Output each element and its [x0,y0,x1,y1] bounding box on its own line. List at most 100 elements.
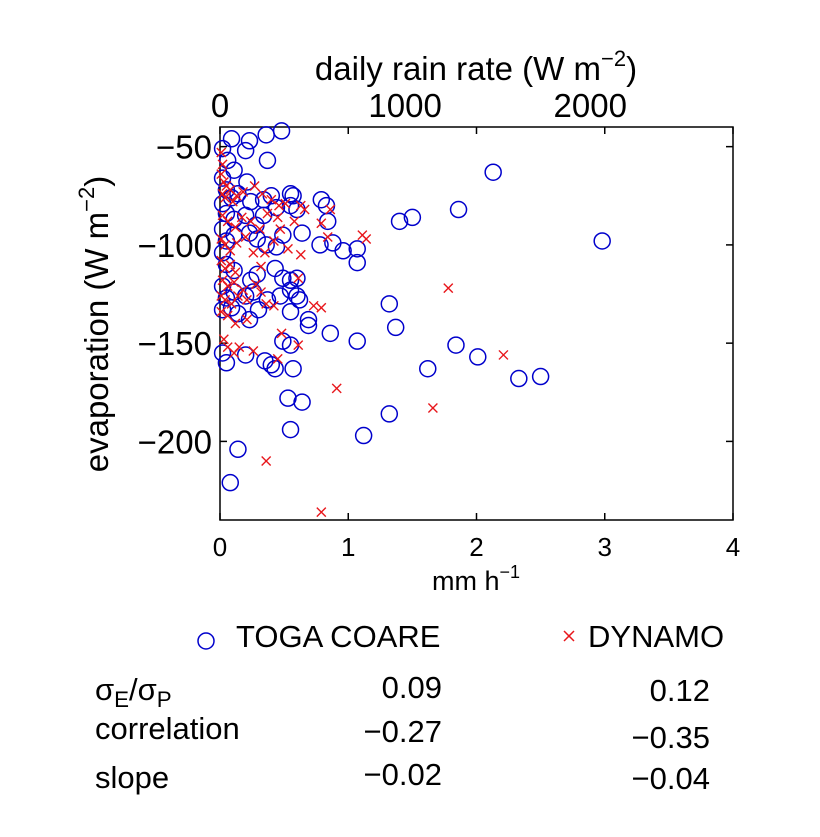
toga-coare-point [266,259,284,278]
dynamo-point [249,180,260,191]
stat-toga-sigma: 0.09 [381,670,442,705]
stat-toga-correlation: −0.27 [363,714,442,749]
dynamo-point [280,198,291,209]
dynamo-point [225,259,236,270]
dynamo-point [262,208,273,219]
dynamo-point [257,188,268,199]
x-axis-title: mm h−1 [432,562,520,596]
dynamo-point [248,247,259,258]
toga-coare-point [403,208,422,227]
plot-frame [219,126,734,521]
dynamo-point [216,306,227,317]
toga-coare-point [236,346,255,364]
toga-coare-point [257,126,275,144]
toga-coare-point [249,300,268,319]
dynamo-point [361,234,372,244]
dynamo-point [275,224,286,235]
dynamo-point [229,277,240,288]
dynamo-point [220,294,231,305]
toga-coare-point [213,194,232,213]
toga-coare-point [257,236,275,254]
dynamo-point [241,314,252,325]
dynamo-point [266,194,277,205]
toga-coare-point [447,336,465,354]
dynamo-point [217,159,228,170]
toga-coare-point [279,389,297,407]
toga-coare-point [272,122,291,140]
dynamo-point [272,212,283,223]
x-tick-label: 3 [598,532,612,562]
top-tick-label: 2000 [554,87,627,124]
toga-coare-point [281,281,300,299]
dynamo-point [234,342,245,353]
dynamo-point [261,456,272,467]
dynamo-point [222,310,233,321]
toga-coare-point [284,359,302,378]
toga-coare-point [593,232,611,250]
dynamo-point [220,263,231,274]
toga-coare-point [236,141,255,160]
dynamo-point [225,245,236,256]
dynamo-point [316,302,327,313]
dynamo-point [250,279,261,290]
dynamo-point [282,243,293,254]
dynamo-point [299,204,310,215]
toga-coare-point [240,310,259,329]
legend-toga-label: TOGA COARE [236,619,441,654]
toga-coare-point [254,206,273,225]
dynamo-point [236,212,247,223]
dynamo-point [272,353,283,364]
dynamo-point [230,267,241,278]
x-tick-label: 4 [726,532,740,562]
toga-coare-point [390,212,409,231]
y-tick-label: −200 [138,423,212,460]
toga-coare-point [242,271,260,290]
toga-coare-point [348,332,366,350]
dynamo-point [427,403,438,413]
dynamo-point [331,383,342,394]
dynamo-point [232,290,243,301]
toga-coare-point [531,367,550,386]
stat-name-correlation: correlation [95,711,240,746]
dynamo-point [289,216,300,227]
dynamo-point [218,334,229,345]
toga-coare-point [348,253,366,272]
toga-coare-point [281,302,300,321]
toga-coare-point [290,291,309,309]
dynamo-point [227,196,238,207]
toga-coare-point [267,238,286,256]
dynamo-point [216,255,227,266]
stat-dynamo-sigma: 0.12 [649,673,710,708]
dynamo-point [256,287,267,298]
toga-coare-point [221,473,240,492]
stat-toga-slope: −0.02 [363,757,442,792]
y-axis-title: evaporation (W m−2) [74,176,115,473]
dynamo-point [238,186,249,197]
toga-coare-point [318,212,337,231]
dynamo-point [230,318,241,329]
toga-coare-point [218,151,237,170]
toga-coare-point [238,173,256,191]
toga-coare-point [380,295,399,313]
dynamo-point [222,216,233,227]
dynamo-point [241,294,252,305]
toga-coare-point [354,426,373,445]
toga-coare-point [419,359,437,378]
dynamo-point [276,328,287,339]
toga-coare-point [311,236,329,254]
toga-coare-point [213,169,232,187]
toga-coare-point [380,405,399,423]
stat-name-sigma-ratio: σE/σP [95,672,172,713]
dynamo-point [231,237,242,248]
y-tick-label: −150 [138,325,212,362]
toga-coare-point [213,139,232,158]
toga-coare-point [293,393,311,411]
toga-coare-point [281,185,300,203]
dynamo-point [259,247,270,258]
toga-coare-point [217,354,236,372]
dynamo-point [220,192,231,203]
toga-coare-point [348,240,366,258]
toga-coare-point [299,310,318,329]
toga-coare-point [299,316,318,335]
